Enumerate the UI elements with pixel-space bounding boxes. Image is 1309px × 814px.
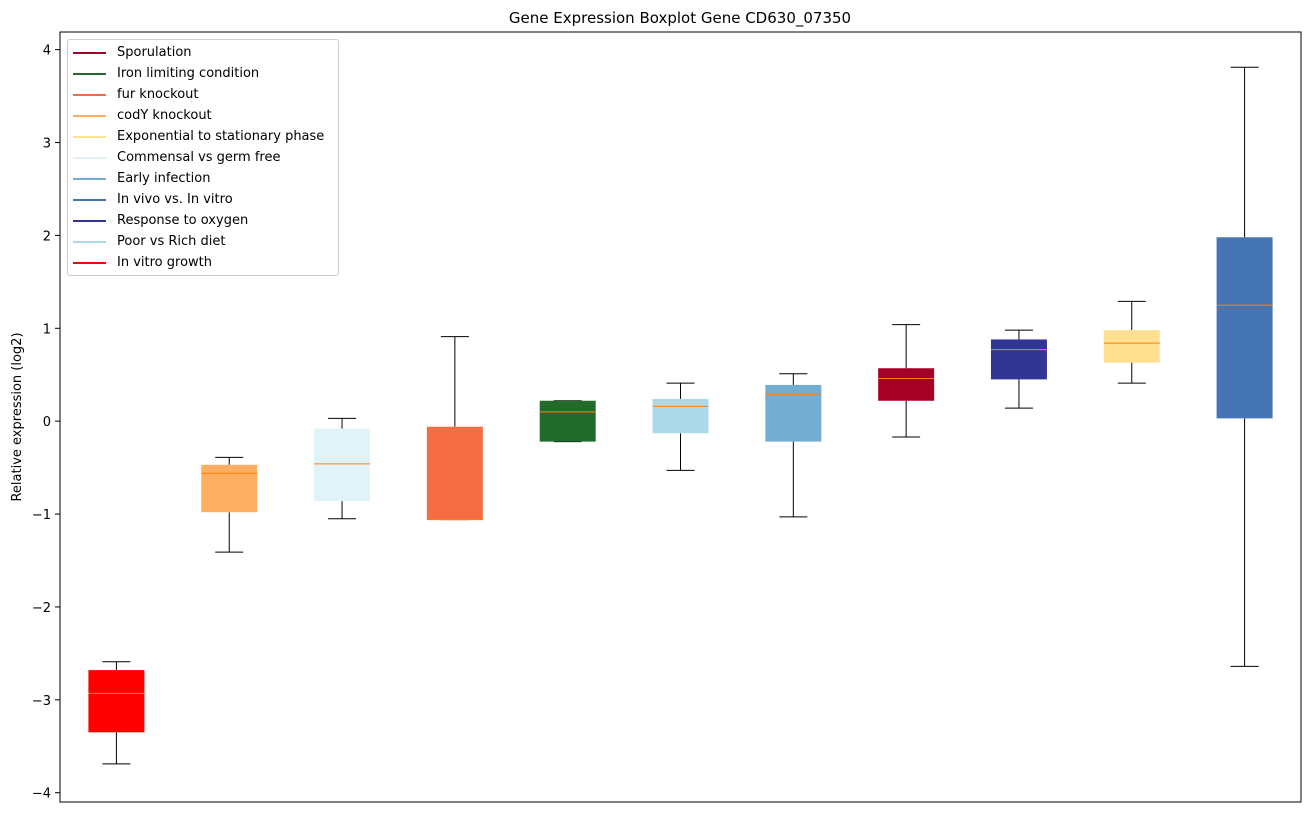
legend-item: Poor vs Rich diet	[68, 231, 338, 252]
legend-label: Poor vs Rich diet	[117, 234, 226, 249]
box-body	[539, 400, 596, 442]
y-tick-label: 0	[43, 415, 51, 430]
box-early-infection	[765, 373, 822, 518]
y-tick-label: 4	[43, 44, 51, 59]
legend-item: fur knockout	[68, 84, 338, 105]
y-axis-label: Relative expression (log2)	[10, 332, 25, 501]
legend-label: Response to oxygen	[117, 213, 249, 228]
box-body	[765, 384, 822, 442]
legend-item: Response to oxygen	[68, 210, 338, 231]
legend-label: Exponential to stationary phase	[117, 129, 325, 144]
box-in-vivo-vs-in-vitro	[1216, 66, 1273, 667]
y-axis: −4 −3 −2 −1 0 1 2 3 4	[32, 44, 60, 802]
legend-item: Exponential to stationary phase	[68, 126, 338, 147]
legend-label: Commensal vs germ free	[117, 150, 281, 165]
legend-item: Sporulation	[68, 42, 338, 63]
box-body	[652, 398, 709, 434]
boxes	[88, 66, 1273, 765]
legend-label: Iron limiting condition	[117, 66, 260, 81]
legend-swatch	[73, 156, 106, 159]
legend: Sporulation Iron limiting condition fur kn…	[67, 39, 339, 276]
y-tick-label: 3	[43, 137, 51, 152]
box-fur-knockout	[426, 336, 483, 521]
legend-item: Iron limiting condition	[68, 63, 338, 84]
legend-item: In vivo vs. In vitro	[68, 189, 338, 210]
legend-swatch	[73, 240, 106, 243]
legend-swatch	[73, 93, 106, 96]
box-body	[201, 464, 258, 513]
y-tick-label: 1	[43, 322, 51, 337]
box-commensal-vs-germ-free	[314, 417, 371, 520]
box-poor-vs-rich-diet	[652, 382, 709, 471]
legend-label: codY knockout	[117, 108, 212, 123]
legend-item: In vitro growth	[68, 252, 338, 273]
legend-label: Early infection	[117, 171, 211, 186]
y-tick-label: 2	[43, 229, 51, 244]
legend-swatch	[73, 177, 106, 180]
legend-item: Early infection	[68, 168, 338, 189]
legend-swatch	[73, 72, 106, 75]
box-body	[990, 339, 1047, 380]
legend-swatch	[73, 261, 106, 264]
box-body	[314, 428, 371, 502]
box-body	[426, 426, 483, 520]
y-tick-label: −1	[32, 508, 51, 523]
legend-swatch	[73, 219, 106, 222]
legend-label: In vitro growth	[117, 255, 212, 270]
box-iron-limiting-condition	[539, 400, 596, 443]
box-body	[878, 368, 935, 401]
legend-item: Commensal vs germ free	[68, 147, 338, 168]
legend-swatch	[73, 114, 106, 117]
box-body	[88, 670, 145, 733]
y-tick-label: −4	[32, 787, 51, 802]
box-response-to-oxygen	[990, 329, 1047, 409]
legend-label: Sporulation	[117, 45, 192, 60]
legend-label: fur knockout	[117, 87, 199, 102]
box-sporulation	[878, 324, 935, 438]
box-body	[1103, 330, 1160, 363]
legend-swatch	[73, 198, 106, 201]
legend-item: codY knockout	[68, 105, 338, 126]
legend-swatch	[73, 51, 106, 54]
box-body	[1216, 237, 1273, 419]
legend-label: In vivo vs. In vitro	[117, 192, 233, 207]
plot-frame	[59, 31, 1302, 803]
chart-title: Gene Expression Boxplot Gene CD630_07350	[509, 9, 851, 28]
box-in-vitro-growth	[88, 661, 145, 765]
y-tick-label: −2	[32, 601, 51, 616]
box-cody-knockout	[201, 456, 258, 553]
box-exponential-to-stationary-phase	[1103, 300, 1160, 384]
legend-swatch	[73, 135, 106, 138]
y-tick-label: −3	[32, 694, 51, 709]
